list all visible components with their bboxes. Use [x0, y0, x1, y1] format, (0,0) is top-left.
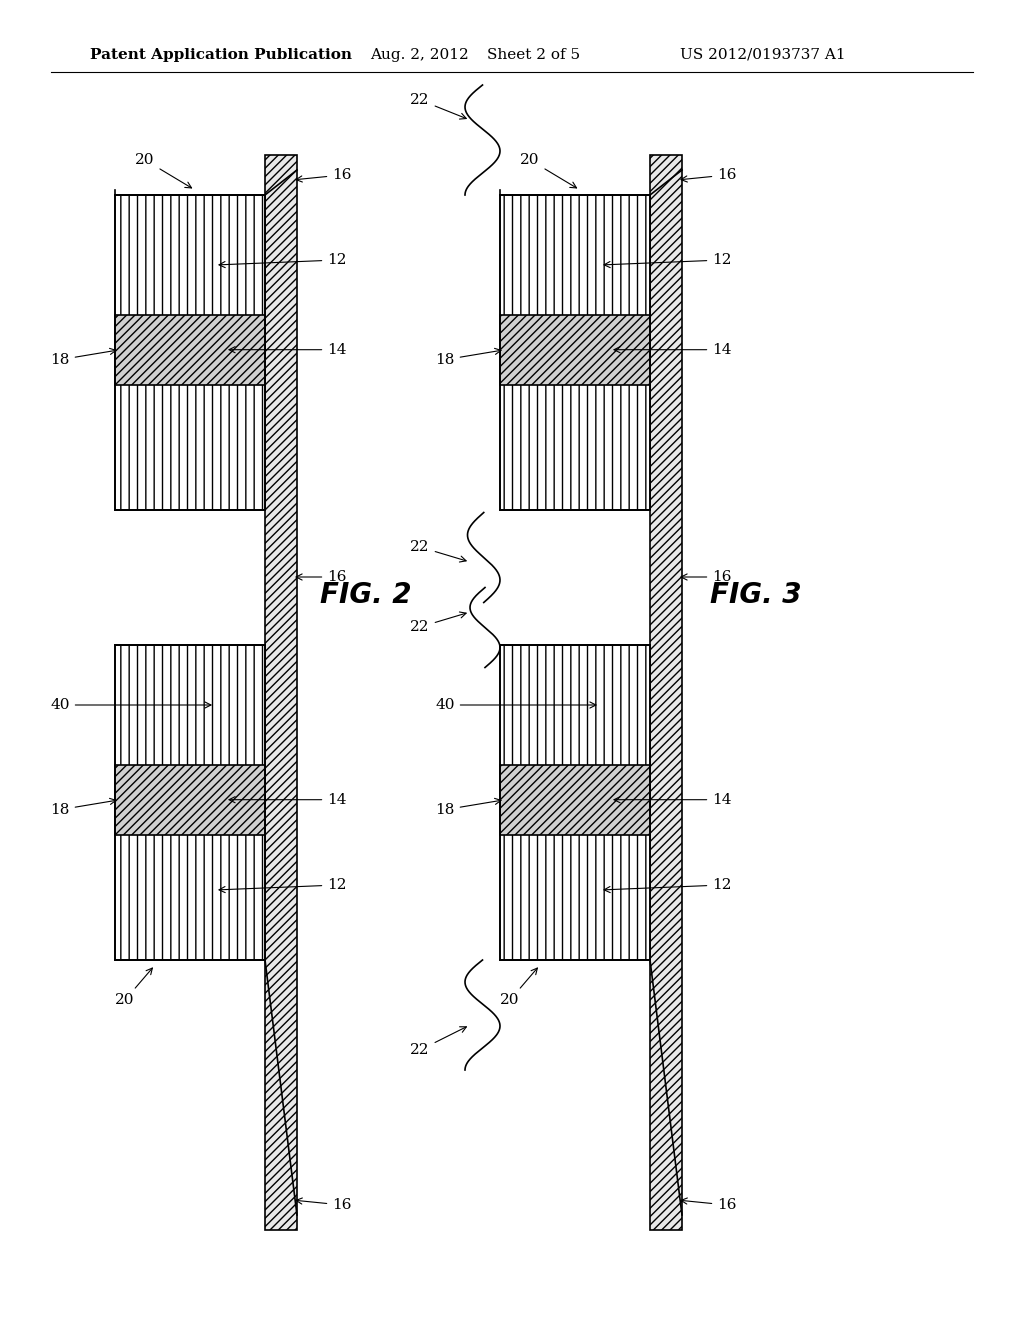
Text: 12: 12: [604, 878, 732, 892]
Text: Patent Application Publication: Patent Application Publication: [90, 48, 352, 62]
Bar: [115, 314, 265, 384]
Text: Aug. 2, 2012: Aug. 2, 2012: [370, 48, 469, 62]
Text: 12: 12: [219, 878, 347, 892]
Text: FIG. 2: FIG. 2: [319, 581, 412, 609]
Bar: [115, 195, 265, 510]
Text: 12: 12: [219, 253, 347, 268]
Text: 20: 20: [135, 153, 191, 187]
Bar: [115, 645, 265, 960]
Text: 16: 16: [681, 168, 736, 182]
Bar: [115, 645, 265, 960]
Bar: [650, 154, 682, 1230]
Text: 18: 18: [50, 348, 116, 367]
Text: 22: 22: [411, 612, 466, 634]
Text: 22: 22: [411, 1027, 466, 1057]
Text: 40: 40: [435, 698, 596, 711]
Text: FIG. 3: FIG. 3: [710, 581, 802, 609]
Text: US 2012/0193737 A1: US 2012/0193737 A1: [680, 48, 846, 62]
Text: 16: 16: [296, 1199, 352, 1212]
Text: 16: 16: [681, 570, 732, 583]
Text: 18: 18: [435, 799, 501, 817]
Text: 20: 20: [501, 968, 538, 1007]
Text: 20: 20: [116, 968, 153, 1007]
Bar: [115, 764, 265, 834]
Bar: [500, 314, 650, 384]
Text: 18: 18: [50, 799, 116, 817]
Text: 14: 14: [614, 793, 732, 807]
Bar: [500, 645, 650, 960]
Bar: [500, 195, 650, 510]
Text: 18: 18: [435, 348, 501, 367]
Text: 40: 40: [50, 698, 211, 711]
Bar: [115, 195, 265, 510]
Text: 22: 22: [411, 540, 466, 562]
Text: 12: 12: [604, 253, 732, 268]
Bar: [500, 195, 650, 510]
Text: 16: 16: [296, 570, 347, 583]
Text: 14: 14: [229, 793, 347, 807]
Text: 20: 20: [520, 153, 577, 187]
Bar: [500, 645, 650, 960]
Text: 16: 16: [681, 1199, 736, 1212]
Bar: [265, 154, 297, 1230]
Text: 16: 16: [296, 168, 352, 182]
Text: 22: 22: [411, 92, 466, 119]
Text: 14: 14: [614, 343, 732, 356]
Text: Sheet 2 of 5: Sheet 2 of 5: [487, 48, 581, 62]
Bar: [500, 764, 650, 834]
Text: 14: 14: [229, 343, 347, 356]
